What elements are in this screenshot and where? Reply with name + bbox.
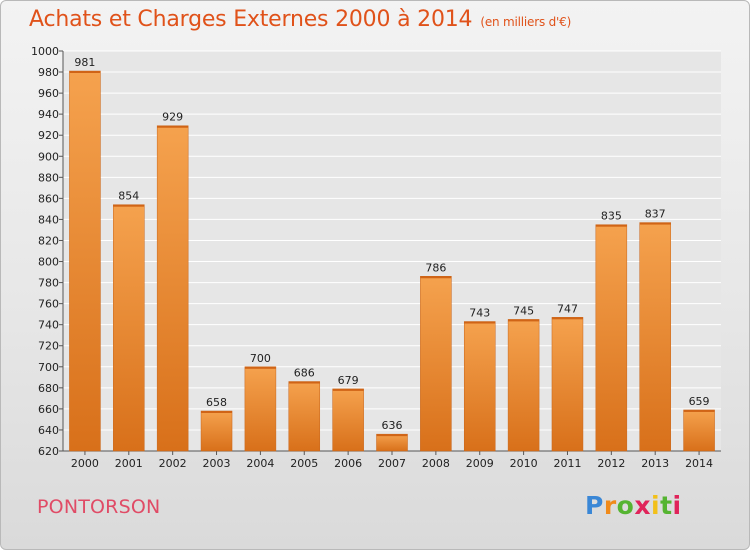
- x-tick-label: 2001: [115, 457, 143, 470]
- x-tick-label: 2002: [159, 457, 187, 470]
- bar-top-edge: [420, 276, 452, 279]
- bar-top-edge: [69, 71, 101, 73]
- y-tick-label: 840: [38, 213, 59, 226]
- x-tick-label: 2013: [641, 457, 669, 470]
- y-tick-label: 700: [38, 361, 59, 374]
- data-label: 658: [206, 396, 227, 409]
- bar-top-edge: [244, 366, 276, 369]
- bar-top-edge: [113, 204, 145, 207]
- y-tick-label: 860: [38, 192, 59, 205]
- bar-2008: [420, 276, 452, 452]
- x-tick-label: 2000: [71, 457, 99, 470]
- data-label: 700: [250, 352, 271, 365]
- x-tick-label: 2014: [685, 457, 713, 470]
- bar-top-edge: [332, 388, 364, 391]
- bar-top-edge: [595, 224, 627, 227]
- x-tick-label: 2005: [290, 457, 318, 470]
- y-tick-label: 680: [38, 382, 59, 395]
- y-tick-label: 660: [38, 403, 59, 416]
- bar-2013: [639, 222, 671, 452]
- y-tick-label: 780: [38, 277, 59, 290]
- x-tick-label: 2009: [466, 457, 494, 470]
- data-label: 929: [162, 111, 183, 124]
- bar-top-edge: [288, 381, 320, 384]
- bar-2012: [595, 224, 628, 452]
- x-tick-label: 2012: [597, 457, 625, 470]
- y-tick-label: 980: [38, 66, 59, 79]
- x-tick-label: 2008: [422, 457, 450, 470]
- chart-unit: (en milliers d'€): [480, 15, 572, 29]
- bar-top-edge: [464, 321, 496, 324]
- y-tick-label: 620: [38, 445, 59, 458]
- data-label: 835: [601, 210, 622, 223]
- bar-top-edge: [508, 319, 540, 322]
- chart-title: Achats et Charges Externes 2000 à 2014 (e…: [29, 7, 571, 32]
- y-tick-label: 800: [38, 256, 59, 269]
- bar-2006: [332, 388, 364, 452]
- city-name: PONTORSON: [37, 496, 161, 518]
- bar-top-edge: [157, 125, 189, 128]
- chart-title-text: Achats et Charges Externes 2000 à 2014: [29, 7, 473, 32]
- y-tick-label: 1000: [31, 45, 59, 58]
- bar-2010: [507, 319, 540, 452]
- x-tick-label: 2004: [246, 457, 274, 470]
- bar-top-edge: [639, 222, 671, 225]
- y-tick-label: 820: [38, 234, 59, 247]
- x-tick-label: 2011: [553, 457, 581, 470]
- bar-2004: [244, 366, 277, 452]
- bar-2005: [288, 381, 321, 452]
- data-label: 747: [557, 302, 578, 315]
- bar-top-edge: [551, 317, 583, 320]
- y-tick-label: 640: [38, 424, 59, 437]
- y-tick-label: 940: [38, 108, 59, 121]
- bar-2011: [551, 317, 584, 452]
- y-tick-label: 920: [38, 129, 59, 142]
- data-label: 686: [294, 367, 315, 380]
- bar-top-edge: [376, 434, 408, 437]
- x-tick-label: 2010: [510, 457, 538, 470]
- data-label: 981: [74, 56, 95, 69]
- bar-2002: [156, 125, 189, 452]
- bar-top-edge: [683, 409, 715, 412]
- data-label: 636: [382, 419, 403, 432]
- bar-2003: [200, 410, 233, 452]
- labels: 620 640 660 680 700 720 740 760 780 800 820 840 860 8…: [31, 45, 713, 470]
- y-tick-label: 740: [38, 319, 59, 332]
- bar-2014: [683, 409, 715, 452]
- y-tick-label: 960: [38, 87, 59, 100]
- y-tick-label: 880: [38, 171, 59, 184]
- proxiti-logo[interactable]: Proxiti: [585, 491, 682, 520]
- y-tick-label: 720: [38, 340, 59, 353]
- data-label: 745: [513, 304, 534, 317]
- data-label: 679: [338, 374, 359, 387]
- x-tick-label: 2006: [334, 457, 362, 470]
- bar-top-edge: [201, 411, 233, 413]
- data-label: 659: [689, 395, 710, 408]
- bar-2007: [376, 433, 408, 452]
- x-tick-label: 2007: [378, 457, 406, 470]
- data-label: 854: [118, 190, 139, 203]
- y-tick-label: 760: [38, 298, 59, 311]
- bars: [69, 70, 715, 452]
- x-tick-label: 2003: [203, 457, 231, 470]
- bar-2001: [113, 204, 145, 452]
- data-label: 837: [645, 208, 666, 221]
- bar-2009: [463, 321, 496, 452]
- data-label: 743: [469, 307, 490, 320]
- data-label: 786: [425, 261, 446, 274]
- y-tick-label: 900: [38, 150, 59, 163]
- bar-2000: [69, 70, 101, 452]
